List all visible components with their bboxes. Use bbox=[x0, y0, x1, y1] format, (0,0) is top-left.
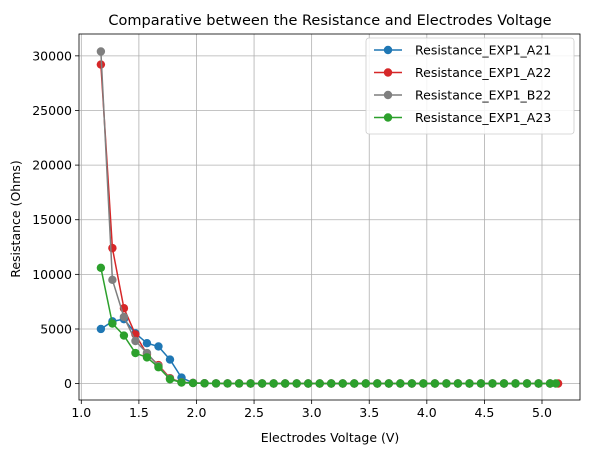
data-point bbox=[327, 379, 336, 388]
y-tick-label: 15000 bbox=[32, 212, 72, 227]
data-point bbox=[188, 378, 198, 388]
y-tick-label: 0 bbox=[64, 376, 72, 391]
legend-marker bbox=[383, 90, 393, 100]
x-tick-label: 1.0 bbox=[71, 405, 91, 420]
data-point bbox=[211, 379, 221, 388]
data-point bbox=[142, 353, 152, 362]
x-tick-label: 2.0 bbox=[187, 405, 207, 420]
data-point bbox=[338, 379, 347, 388]
data-point bbox=[522, 379, 532, 388]
y-tick-label: 25000 bbox=[32, 103, 72, 118]
data-point bbox=[96, 324, 106, 334]
data-point bbox=[119, 312, 129, 322]
data-point bbox=[384, 379, 394, 388]
data-point bbox=[142, 338, 152, 348]
legend-item: Resistance_EXP1_A21 bbox=[374, 43, 551, 58]
legend-marker bbox=[383, 45, 393, 55]
data-point bbox=[465, 379, 474, 388]
data-point bbox=[419, 379, 428, 388]
series-layer bbox=[96, 47, 563, 388]
data-point bbox=[407, 379, 417, 388]
data-point bbox=[223, 379, 232, 388]
legend-item: Resistance_EXP1_A22 bbox=[374, 65, 551, 80]
legend-label: Resistance_EXP1_A22 bbox=[415, 65, 551, 80]
x-axis-title: Electrodes Voltage (V) bbox=[261, 430, 400, 445]
x-tick-label: 5.0 bbox=[532, 405, 552, 420]
x-tick-label: 4.5 bbox=[474, 405, 494, 420]
legend-marker bbox=[383, 113, 393, 122]
data-point bbox=[303, 379, 313, 388]
data-point bbox=[200, 379, 209, 388]
data-point bbox=[551, 379, 561, 388]
data-point bbox=[499, 379, 509, 388]
series-line bbox=[100, 267, 556, 385]
axis-ticks: 1.0 1.5 2.0 2.5 3.0 3.5 4.0 4.5 5.0 0 5000 10000 150… bbox=[32, 48, 552, 420]
data-point bbox=[165, 355, 175, 364]
data-point bbox=[96, 47, 106, 56]
data-point bbox=[131, 348, 140, 358]
data-point bbox=[108, 243, 117, 253]
data-point bbox=[96, 263, 106, 273]
data-point bbox=[442, 379, 451, 388]
data-point bbox=[476, 379, 486, 388]
data-point bbox=[361, 379, 370, 388]
data-point bbox=[119, 331, 129, 340]
data-point bbox=[292, 379, 301, 388]
data-point bbox=[396, 379, 405, 388]
series-Resistance_EXP1_A23 bbox=[96, 263, 561, 388]
legend-label: Resistance_EXP1_B22 bbox=[415, 88, 551, 103]
data-point bbox=[108, 275, 117, 285]
data-point bbox=[108, 319, 117, 328]
y-tick-label: 5000 bbox=[40, 321, 72, 336]
chart-title: Comparative between the Resistance and E… bbox=[108, 13, 551, 29]
series-Resistance_EXP1_A21 bbox=[96, 314, 555, 388]
data-point bbox=[315, 379, 324, 388]
data-point bbox=[177, 378, 186, 387]
data-point bbox=[350, 379, 359, 388]
legend-box bbox=[365, 37, 575, 135]
data-point bbox=[430, 379, 440, 388]
data-point bbox=[488, 379, 497, 388]
data-point bbox=[545, 379, 555, 388]
data-point bbox=[234, 379, 244, 388]
y-tick-label: 30000 bbox=[32, 48, 72, 63]
y-tick-label: 10000 bbox=[32, 267, 72, 282]
legend-item: Resistance_EXP1_A23 bbox=[374, 110, 551, 125]
data-point bbox=[246, 379, 255, 388]
plot-frame bbox=[78, 33, 581, 401]
x-tick-label: 2.5 bbox=[244, 405, 264, 420]
data-point bbox=[373, 379, 382, 388]
data-point bbox=[165, 375, 175, 384]
data-point bbox=[154, 342, 163, 351]
data-point bbox=[511, 379, 520, 388]
x-tick-label: 3.0 bbox=[302, 405, 322, 420]
x-tick-label: 1.5 bbox=[129, 405, 149, 420]
x-tick-label: 3.5 bbox=[359, 405, 379, 420]
y-tick-label: 20000 bbox=[32, 158, 72, 173]
data-point bbox=[154, 363, 163, 372]
legend-label: Resistance_EXP1_A21 bbox=[415, 43, 551, 58]
data-point bbox=[257, 379, 267, 388]
x-tick-label: 4.0 bbox=[417, 405, 437, 420]
data-point bbox=[280, 379, 290, 388]
data-point bbox=[453, 379, 463, 388]
legend-marker bbox=[383, 68, 393, 77]
legend: Resistance_EXP1_A21 Resistance_EXP1_A22 Re… bbox=[365, 37, 575, 135]
data-point bbox=[131, 336, 140, 346]
data-point bbox=[269, 379, 278, 388]
y-axis-title: Resistance (Ohms) bbox=[8, 160, 23, 278]
data-point bbox=[534, 379, 543, 388]
legend-label: Resistance_EXP1_A23 bbox=[415, 110, 551, 125]
legend-item: Resistance_EXP1_B22 bbox=[374, 88, 551, 103]
